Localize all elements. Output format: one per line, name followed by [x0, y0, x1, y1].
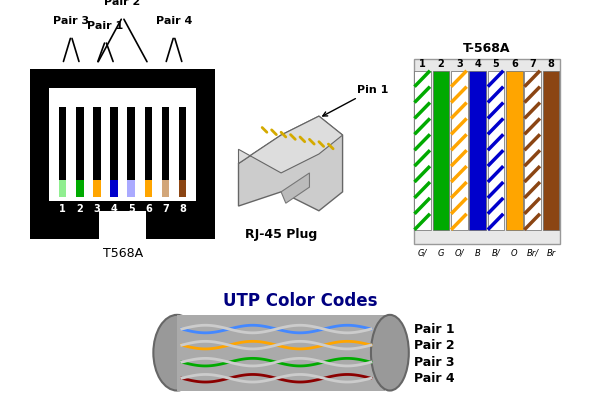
Text: 3: 3 [456, 59, 463, 69]
Text: T568A: T568A [103, 247, 143, 260]
Text: Pair 3: Pair 3 [53, 16, 89, 26]
Bar [177, 315, 385, 390]
Bar [506, 71, 523, 230]
Bar [543, 71, 559, 230]
Text: G: G [438, 249, 444, 258]
Text: 8: 8 [548, 59, 554, 69]
Text: Pair 2: Pair 2 [104, 0, 141, 7]
Bar [76, 107, 83, 182]
Bar [127, 180, 135, 196]
Bar [433, 71, 449, 230]
Bar [49, 88, 196, 201]
Bar [415, 71, 431, 230]
Text: Pair 4: Pair 4 [413, 372, 454, 385]
Text: Pin 1: Pin 1 [323, 84, 388, 116]
Polygon shape [239, 116, 343, 173]
Polygon shape [239, 116, 343, 211]
Text: Pair 1: Pair 1 [413, 322, 454, 336]
Text: O: O [511, 249, 518, 258]
Text: B/: B/ [492, 249, 500, 258]
Text: B: B [475, 249, 481, 258]
Text: 1: 1 [419, 59, 426, 69]
Bar [93, 107, 101, 182]
Text: 5: 5 [128, 204, 134, 214]
Bar [93, 180, 101, 196]
Text: G/: G/ [418, 249, 427, 258]
Bar [31, 69, 215, 239]
Bar [524, 71, 541, 230]
Bar [469, 71, 486, 230]
Polygon shape [281, 173, 310, 203]
Text: 7: 7 [529, 59, 536, 69]
Bar [76, 180, 83, 196]
Text: Pair 2: Pair 2 [413, 339, 454, 352]
Bar [59, 107, 67, 182]
Text: Pair 3: Pair 3 [413, 356, 454, 369]
Text: Br/: Br/ [527, 249, 539, 258]
Bar [161, 180, 169, 196]
Bar [413, 59, 560, 244]
Bar [59, 180, 67, 196]
Bar [145, 180, 152, 196]
Ellipse shape [371, 315, 409, 390]
Text: O/: O/ [455, 249, 464, 258]
Text: 2: 2 [76, 204, 83, 214]
Text: 8: 8 [179, 204, 186, 214]
Text: 4: 4 [110, 204, 118, 214]
Text: 2: 2 [437, 59, 445, 69]
Ellipse shape [154, 315, 200, 390]
Text: 4: 4 [475, 59, 481, 69]
Text: Pair 4: Pair 4 [156, 16, 192, 26]
Bar [179, 107, 187, 182]
Bar [161, 107, 169, 182]
Bar [145, 107, 152, 182]
Text: T-568A: T-568A [463, 42, 511, 54]
Text: Br: Br [547, 249, 556, 258]
Bar [451, 71, 467, 230]
Text: Pair 1: Pair 1 [88, 21, 124, 31]
Bar [488, 71, 504, 230]
Text: 6: 6 [145, 204, 152, 214]
Text: 5: 5 [493, 59, 499, 69]
Bar [110, 180, 118, 196]
Bar [127, 107, 135, 182]
Text: 6: 6 [511, 59, 518, 69]
Bar [179, 180, 187, 196]
Text: 7: 7 [162, 204, 169, 214]
Text: 1: 1 [59, 204, 66, 214]
Text: RJ-45 Plug: RJ-45 Plug [245, 228, 317, 241]
Text: UTP Color Codes: UTP Color Codes [223, 292, 377, 310]
Bar [110, 107, 118, 182]
Text: 3: 3 [94, 204, 100, 214]
Bar [99, 211, 146, 239]
